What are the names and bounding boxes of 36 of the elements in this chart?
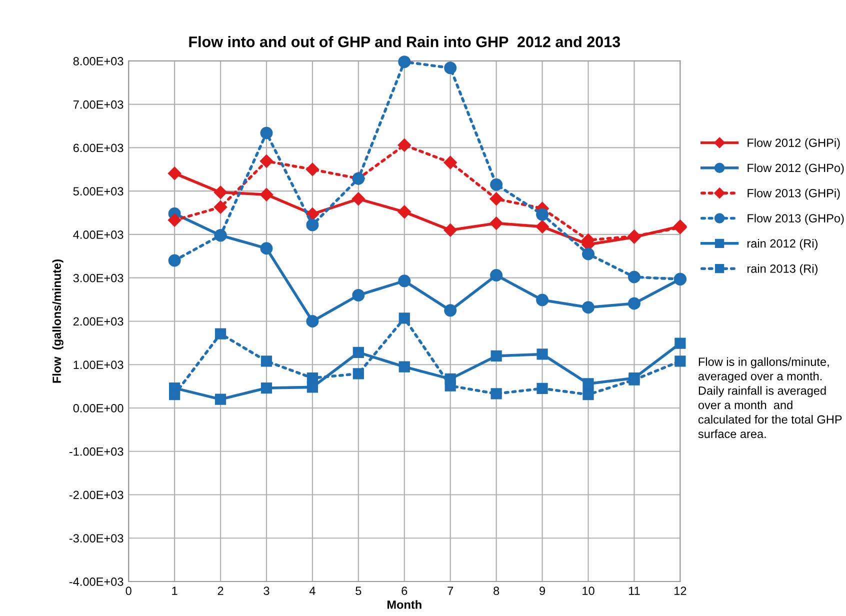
x-tick-label: 8	[494, 586, 500, 596]
x-tick-label: 3	[264, 586, 270, 596]
x-tick-label: 7	[448, 586, 454, 595]
legend-label: Flow 2013 (GHPo)	[748, 214, 844, 225]
x-tick-label: 2	[218, 586, 224, 595]
y-tick-label: 4.00E+03	[73, 230, 124, 239]
y-tick-label: 7.00E+03	[73, 100, 124, 109]
y-tick-label: 6.00E+03	[73, 144, 124, 152]
y-tick-label: 0.00E+00	[73, 404, 124, 412]
y-axis-title: Flow (gallons/minute)	[52, 260, 64, 383]
legend-label: rain 2013 (Ri)	[747, 264, 818, 276]
legend-label: rain 2012 (Ri)	[747, 238, 818, 250]
x-axis-title: Month	[387, 600, 422, 609]
x-tick-label: 12	[674, 586, 686, 595]
x-tick-label: 10	[582, 586, 594, 596]
legend-label: Flow 2012 (GHPi)	[748, 138, 840, 150]
legend-label: Flow 2013 (GHPi)	[748, 188, 840, 200]
x-tick-label: 9	[540, 586, 546, 596]
y-tick-label: -1.00E+03	[69, 447, 124, 456]
x-tick-label: 0	[126, 586, 132, 596]
y-tick-label: 5.00E+03	[73, 187, 124, 196]
y-tick-label: 1.00E+03	[74, 360, 124, 370]
x-tick-label: 4	[309, 586, 316, 595]
y-tick-label: -3.00E+03	[69, 534, 124, 543]
y-tick-label: 8.00E+03	[73, 57, 124, 66]
x-tick-label: 1	[172, 586, 178, 595]
chart-title: Flow into and out of GHP and Rain into GHP 2012 and 2013	[189, 36, 620, 48]
legend-label: Flow 2012 (GHPo)	[748, 163, 844, 174]
x-tick-label: 11	[628, 586, 640, 595]
y-tick-label: 2.00E+03	[73, 317, 124, 326]
y-tick-label: -2.00E+03	[69, 490, 124, 500]
x-tick-label: 6	[402, 586, 408, 596]
text: Flow is in gallons/minute, averaged over a month. Daily rainfall is averaged over a month and calculated for the total GHP surface area.	[698, 357, 842, 438]
y-tick-label: 3.00E+03	[73, 274, 124, 282]
x-tick-label: 5	[356, 586, 362, 596]
y-tick-label: -4.00E+03	[69, 578, 124, 586]
